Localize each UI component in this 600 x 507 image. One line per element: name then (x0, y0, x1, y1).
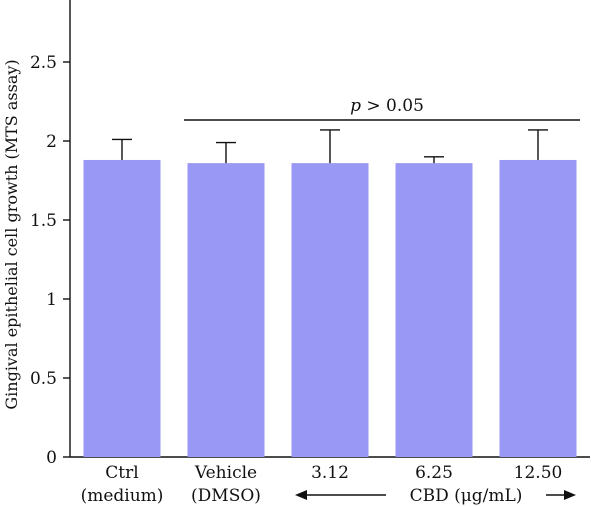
y-axis: 0 0.5 1 1.5 2 2.5 (30, 0, 71, 468)
x-tick-label-sub: (medium) (81, 486, 164, 506)
y-axis-label: Gingival epithelial cell growth (MTS ass… (2, 59, 21, 409)
bar (83, 159, 161, 457)
x-tick-label: 6.25 (415, 463, 453, 483)
error-bars (112, 129, 548, 164)
y-ticks: 0 0.5 1 1.5 2 2.5 (30, 53, 70, 468)
x-tick-label-sub: (DMSO) (191, 486, 261, 506)
x-tick-label: 12.50 (514, 463, 563, 483)
y-tick-label: 0.5 (30, 369, 57, 389)
p-symbol: p (350, 96, 361, 116)
bar (395, 163, 473, 457)
bar (187, 163, 265, 457)
y-tick-label: 1 (46, 290, 57, 310)
right-arrow-icon (564, 490, 576, 500)
bar (499, 159, 577, 457)
left-arrow-icon (295, 490, 307, 500)
x-tick-label: Ctrl (105, 463, 138, 483)
y-tick-label: 0 (46, 448, 57, 468)
x-tick-label: Vehicle (194, 463, 257, 483)
p-threshold: > 0.05 (361, 96, 424, 116)
y-tick-label: 2.5 (30, 53, 57, 73)
significance-text: p > 0.05 (350, 96, 424, 116)
bar (291, 163, 369, 457)
bars (83, 159, 577, 457)
category-labels: Ctrl (medium) Vehicle (DMSO) 3.12 6.25 12.50 (81, 463, 563, 506)
y-tick-label: 1.5 (30, 211, 57, 231)
significance-annotation: p > 0.05 (184, 96, 580, 121)
cbd-range-indicator: CBD (μg/mL) (295, 486, 576, 506)
cbd-label: CBD (μg/mL) (410, 486, 523, 506)
x-tick-label: 3.12 (311, 463, 349, 483)
y-tick-label: 2 (46, 132, 57, 152)
